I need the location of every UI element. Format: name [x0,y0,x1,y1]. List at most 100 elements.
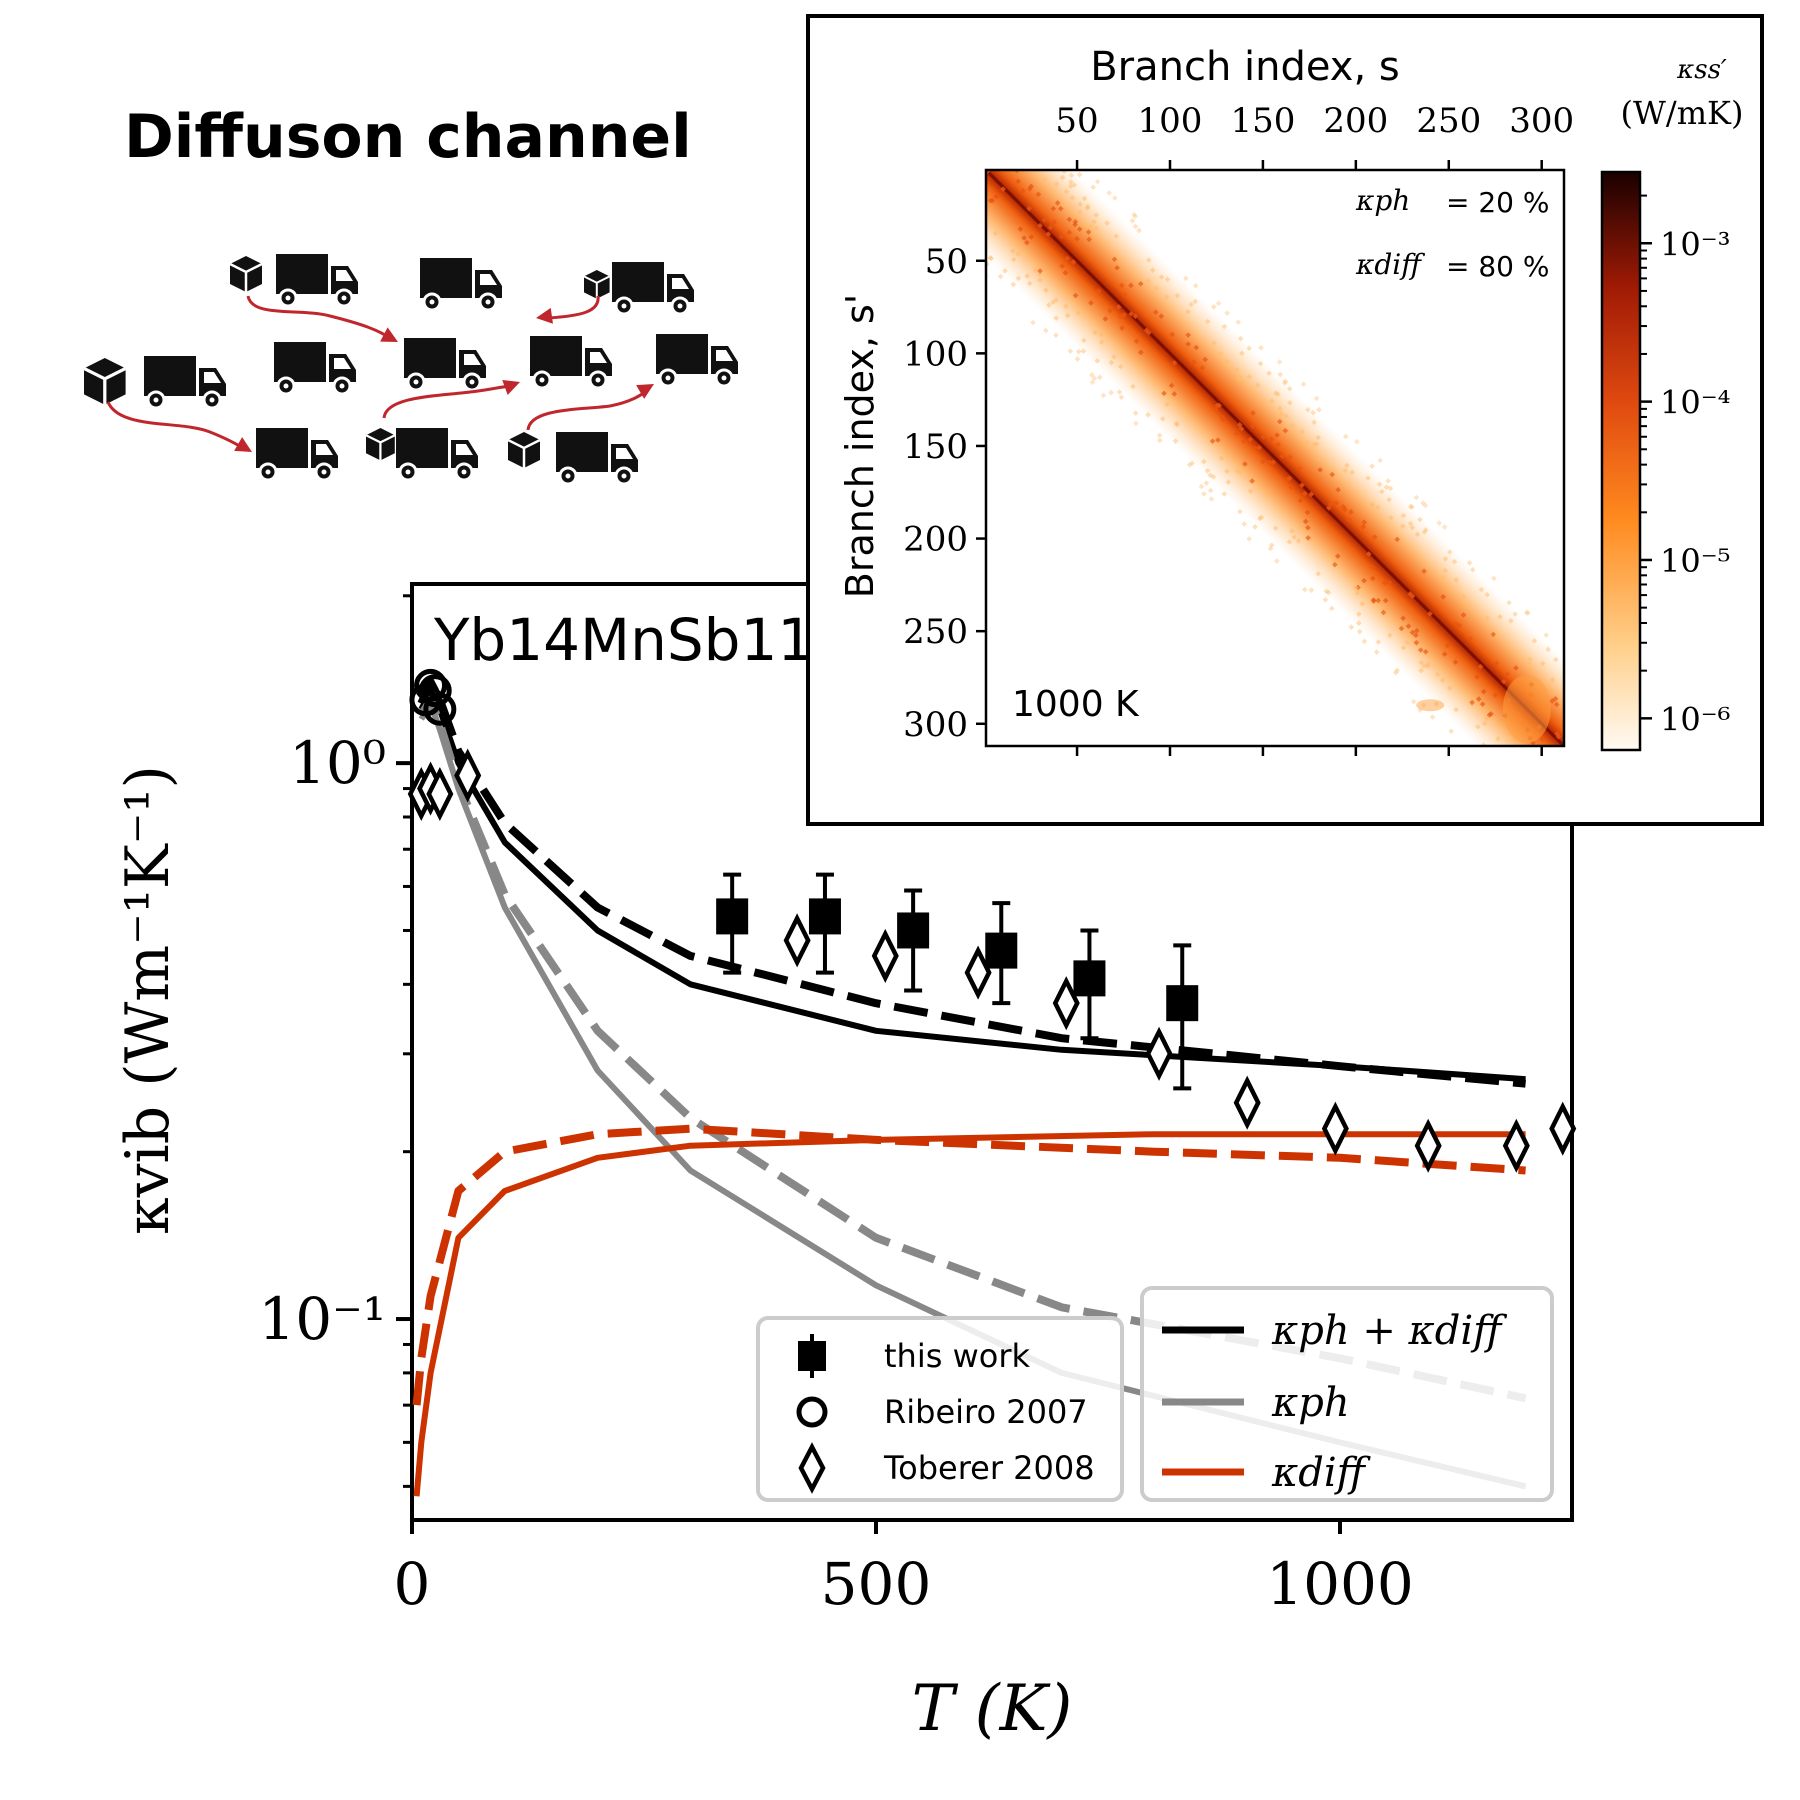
heatmap-cell [1323,588,1330,595]
heatmap-cell [1172,438,1179,444]
heatmap-cell [1308,587,1315,593]
heatmap-cell [1118,394,1125,401]
heatmap-cell [1119,325,1125,331]
heatmap-cell [1421,529,1428,535]
heatmap-cell [1369,575,1376,582]
heatmap-cell [1452,659,1459,665]
heatmap-cell [1188,301,1194,308]
heatmap-cell [1441,524,1448,530]
heatmap-cell [1508,618,1514,624]
legend-diamond-marker [798,1442,826,1494]
heatmap-cell [1059,174,1066,181]
series-line-5 [412,1124,1526,1406]
heatmap-cell [1308,491,1315,498]
y-tick-label: 10⁻¹ [258,1285,386,1353]
heatmap-cell [1050,205,1057,212]
legend-experimental: this work Ribeiro 2007 Toberer 2008 [756,1316,1124,1502]
heatmap-cell [1062,303,1069,310]
heatmap-cell [1409,504,1415,510]
inset-x-tick-label: 200 [1323,101,1388,141]
heatmap-cell [1074,356,1081,362]
heatmap-cell [1174,293,1181,299]
heatmap-cell [1282,378,1289,385]
heatmap-cell [1361,638,1368,645]
heatmap-cell [1256,515,1263,522]
heatmap-cell [1352,585,1359,591]
heatmap-cell [1297,497,1304,504]
heatmap-cell [1068,172,1075,179]
heatmap-cell [1408,503,1414,510]
truck-icon [556,432,638,486]
diffuson-illustration [83,254,738,486]
heatmap-cell [1299,429,1306,435]
heatmap-cell [1218,455,1225,462]
inset-heatmap: Branch index, s Branch index, s' 50 100 15… [806,14,1764,826]
x-tick-label: 1000 [1266,1550,1414,1618]
heatmap-cell [1053,315,1060,321]
heatmap-cell [1420,500,1426,506]
x-tick-label: 500 [821,1550,932,1618]
legend-label: κph [1271,1380,1350,1426]
heatmap-cell [1211,340,1217,346]
heatmap-cell [1427,610,1433,617]
heatmap-cell [1446,549,1453,555]
inset-y-tick-label: 50 [925,242,968,282]
point-toberer [871,928,899,983]
heatmap-cell [1311,419,1317,426]
heatmap-cell [1332,561,1338,568]
heatmap-cell [1121,292,1128,298]
heatmap-cell [1422,527,1429,533]
heatmap-cell [1315,570,1322,577]
inset-y-tick-label: 200 [903,520,968,560]
heatmap-cell [1071,182,1078,188]
point-toberer [454,748,482,803]
heatmap-cell [1072,292,1079,299]
heatmap-cell [1270,459,1277,466]
kph-annotation-symbol: κph [1355,184,1410,217]
point-toberer [1233,1075,1261,1130]
heatmap-cell [1486,712,1493,718]
heatmap-cell [1246,345,1252,352]
heatmap-cell [1132,313,1139,319]
heatmap-cell [1453,577,1460,583]
arrow-icon [526,384,654,431]
heatmap-cell [1066,229,1073,236]
point-toberer [426,766,454,822]
heatmap-cell [1460,594,1467,600]
truck-icon [274,342,356,396]
heatmap-cell [1076,226,1083,232]
point-toberer [964,945,992,1000]
heatmap-cell [1422,648,1429,655]
heatmap-cell [1156,432,1163,439]
heatmap-diagonal [986,170,1564,746]
heatmap-cell [1287,400,1293,406]
heatmap-cell [1316,455,1323,462]
x-tick-label: 0 [394,1550,431,1618]
legend-circle-marker [796,1396,828,1428]
heatmap-cell [1269,398,1275,404]
heatmap-cell [1138,349,1144,356]
material-label: Yb14MnSb11 [433,606,814,674]
experimental-points-group [407,668,1577,1173]
y-tick-label: 10⁰ [289,729,386,797]
point-this-work [1073,960,1106,997]
box-icon [583,270,611,299]
heatmap-cell [1361,577,1367,584]
heatmap-cell [1000,186,1006,193]
inset-x-tick-label: 50 [1055,101,1098,141]
point-this-work [897,912,930,949]
heatmap-cell [1042,327,1049,334]
heatmap-cell [1413,639,1420,646]
heatmap-cell [1409,524,1416,531]
heatmap-cell [1354,438,1360,445]
arrow-icon [106,401,252,452]
point-ribeiro [418,674,452,708]
heatmap-cell [1276,359,1283,365]
heatmap-cell [1400,512,1407,519]
box-icon [229,256,263,292]
heatmap-cell [1377,457,1384,464]
kdiff-annotation-value: = 80 % [1446,250,1550,283]
point-this-work [1166,985,1199,1022]
heatmap-cell [1484,615,1491,621]
heatmap-cell [1017,226,1024,232]
